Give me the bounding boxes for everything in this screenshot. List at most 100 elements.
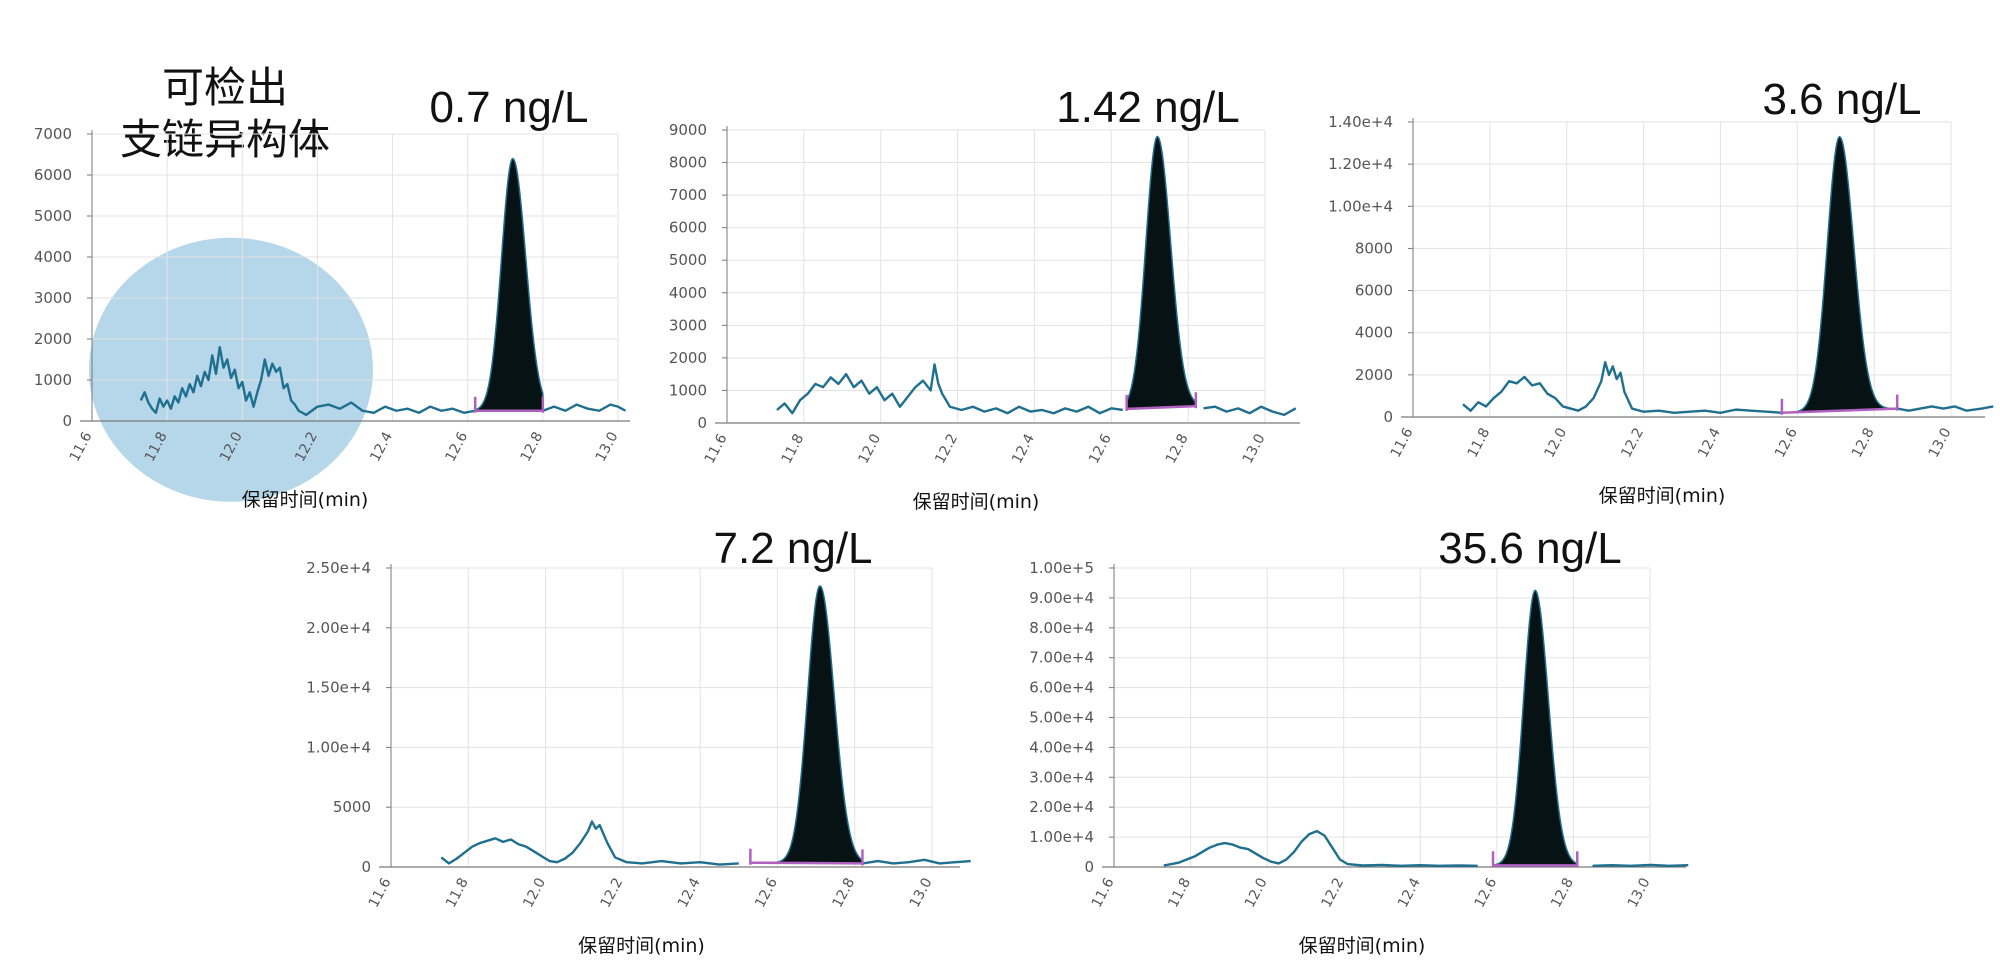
- y-tick-label: 6.00e+4: [1029, 679, 1094, 697]
- y-tick-label: 5000: [669, 251, 707, 269]
- chart-title: 7.2 ng/L: [713, 524, 872, 573]
- x-tick-label: 12.2: [1618, 425, 1647, 460]
- y-tick-label: 4.00e+4: [1029, 738, 1094, 756]
- x-tick-label: 12.8: [518, 429, 547, 464]
- y-tick-label: 0: [1383, 408, 1393, 426]
- chart-panel-5: 0 1.00e+4 2.00e+4 3.00e+4 4.00e+4 5.00e+4 6.00…: [1029, 524, 1689, 957]
- y-tick-label: 0: [697, 414, 707, 432]
- x-tick-label: 13.0: [1240, 431, 1269, 466]
- x-tick-label: 13.0: [1625, 875, 1654, 910]
- y-tick-label: 1.40e+4: [1328, 113, 1393, 131]
- y-tick-label: 5000: [34, 207, 72, 225]
- integration-baseline: [750, 861, 863, 865]
- integration-baseline: [1781, 407, 1898, 415]
- x-tick-label: 11.8: [1465, 425, 1494, 460]
- y-tick-label: 2.00e+4: [1029, 798, 1094, 816]
- y-tick-label: 5.00e+4: [1029, 709, 1094, 727]
- x-tick-label: 12.8: [1163, 431, 1192, 466]
- y-tick-label: 1.00e+4: [1328, 197, 1393, 215]
- chromatogram-trace: [1163, 829, 1689, 867]
- y-tick-label: 0: [1084, 858, 1094, 876]
- x-axis-label: 保留时间(min): [913, 491, 1040, 513]
- x-axis-label: 保留时间(min): [1299, 935, 1426, 957]
- x-tick-label: 12.4: [675, 875, 704, 910]
- x-tick-label: 11.6: [366, 875, 395, 910]
- x-tick-label: 11.6: [67, 429, 96, 464]
- y-tick-label: 1.50e+4: [306, 679, 371, 697]
- y-tick-label: 7.00e+4: [1029, 649, 1094, 667]
- isomer-annotation: 可检出 支链异构体: [90, 62, 360, 166]
- y-tick-label: 1000: [669, 381, 707, 399]
- y-tick-label: 3000: [669, 316, 707, 334]
- y-tick-label: 1.00e+5: [1029, 559, 1094, 577]
- highlight-region: [89, 237, 374, 502]
- y-tick-label: 9.00e+4: [1029, 589, 1094, 607]
- x-tick-label: 12.6: [752, 875, 781, 910]
- y-tick-label: 4000: [34, 248, 72, 266]
- y-tick-label: 4000: [669, 284, 707, 302]
- annotation-line-1: 可检出: [161, 63, 288, 112]
- x-tick-label: 12.4: [367, 429, 396, 464]
- chart-title: 3.6 ng/L: [1762, 75, 1921, 124]
- x-axis-label: 保留时间(min): [1599, 485, 1726, 507]
- chart-title: 0.7 ng/L: [429, 83, 588, 132]
- chromatogram-trace: [776, 363, 1297, 417]
- y-tick-label: 1.00e+4: [1029, 828, 1094, 846]
- y-tick-label: 3.00e+4: [1029, 768, 1094, 786]
- x-tick-label: 12.0: [1242, 875, 1271, 910]
- y-tick-label: 1000: [34, 371, 72, 389]
- x-tick-label: 11.8: [779, 431, 808, 466]
- x-tick-label: 11.8: [1165, 875, 1194, 910]
- peak-area: [474, 157, 544, 412]
- peak-area: [1492, 589, 1579, 867]
- x-tick-label: 12.6: [1772, 425, 1801, 460]
- chromatogram-trace: [440, 820, 971, 866]
- y-tick-label: 4000: [1355, 324, 1393, 342]
- chart-panel-4: 0 5000 1.00e+4 1.50e+4 2.00e+4 2.50e+4 11.6 11.…: [306, 524, 971, 957]
- x-tick-label: 12.4: [1395, 875, 1424, 910]
- y-tick-label: 2.50e+4: [306, 559, 371, 577]
- y-tick-label: 0: [62, 412, 72, 430]
- x-tick-label: 12.6: [442, 429, 471, 464]
- y-tick-label: 7000: [34, 125, 72, 143]
- x-tick-label: 12.8: [829, 875, 858, 910]
- peak-area: [1781, 135, 1898, 414]
- x-tick-label: 12.4: [1695, 425, 1724, 460]
- x-tick-label: 13.0: [1926, 425, 1955, 460]
- x-tick-label: 12.2: [1318, 875, 1347, 910]
- x-tick-label: 13.0: [593, 429, 622, 464]
- x-axis-label: 保留时间(min): [242, 489, 369, 511]
- y-tick-label: 1.20e+4: [1328, 155, 1393, 173]
- chart-title: 35.6 ng/L: [1438, 524, 1622, 573]
- y-tick-label: 2000: [669, 349, 707, 367]
- x-tick-label: 12.2: [598, 875, 627, 910]
- x-tick-label: 12.0: [520, 875, 549, 910]
- y-tick-label: 0: [361, 858, 371, 876]
- x-tick-label: 12.4: [1009, 431, 1038, 466]
- y-tick-label: 8000: [669, 154, 707, 172]
- y-tick-label: 2.00e+4: [306, 619, 371, 637]
- x-tick-label: 12.0: [855, 431, 884, 466]
- x-tick-label: 11.6: [702, 431, 731, 466]
- integration-baseline: [1126, 404, 1196, 411]
- x-tick-label: 11.8: [443, 875, 472, 910]
- x-tick-label: 12.8: [1849, 425, 1878, 460]
- chromatogram-trace: [1462, 361, 1994, 414]
- x-tick-label: 12.8: [1548, 875, 1577, 910]
- y-tick-label: 3000: [34, 289, 72, 307]
- y-tick-label: 2000: [34, 330, 72, 348]
- x-axis-label: 保留时间(min): [578, 935, 705, 957]
- chart-panel-2: 0 1000 2000 3000 4000 5000 6000 7000 8000 9000 11.…: [669, 83, 1300, 513]
- y-tick-label: 6000: [1355, 282, 1393, 300]
- x-tick-label: 12.6: [1086, 431, 1115, 466]
- annotation-line-2: 支链异构体: [119, 115, 330, 164]
- y-tick-label: 1.00e+4: [306, 738, 371, 756]
- x-tick-label: 12.6: [1472, 875, 1501, 910]
- y-tick-label: 9000: [669, 121, 707, 139]
- y-tick-label: 2000: [1355, 366, 1393, 384]
- y-tick-label: 8000: [1355, 239, 1393, 257]
- x-tick-label: 11.6: [1388, 425, 1417, 460]
- y-tick-label: 5000: [333, 798, 371, 816]
